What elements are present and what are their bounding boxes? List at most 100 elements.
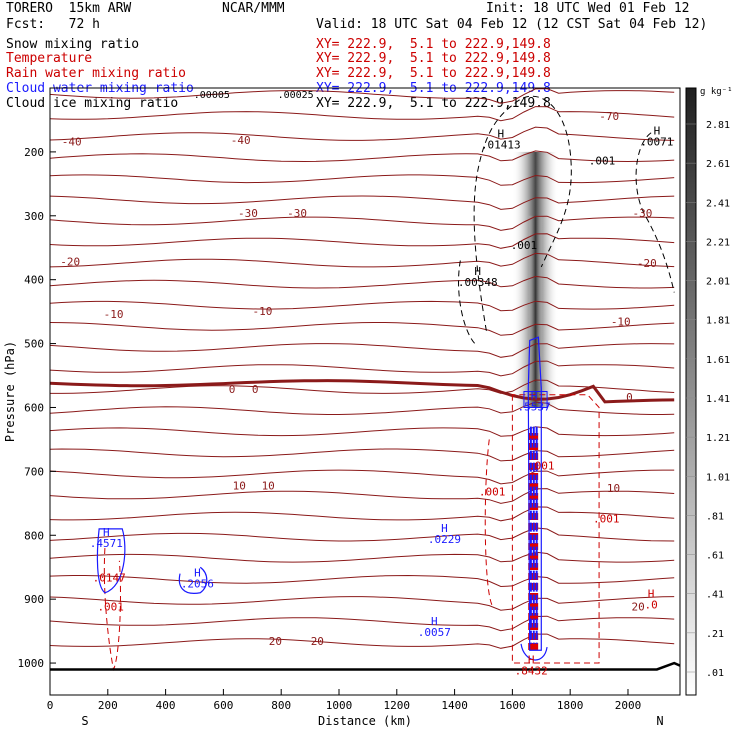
ground-line [50,661,681,671]
y-axis-label: Pressure (hPa) [3,341,17,442]
extremum-marker: H [531,390,538,403]
isotherm-line [50,469,675,485]
isotherm-value-label: -30 [287,207,307,220]
y-tick-label: 700 [24,465,44,478]
isotherm-line [50,488,675,504]
colorbar-ticks: g kg⁻¹ 2.81 2.61 2.41 2.21 2.01 1.81 1.61 1.41 1.… [686,87,733,679]
colorbar-units: g kg⁻¹ [700,87,733,97]
rain-contour-main [511,394,600,664]
isotherm-line [50,615,675,632]
extremum-marker: H [654,125,661,138]
extremum-marker: H [648,588,655,601]
isotherm-line [50,379,675,394]
model-label: TORERO 15km ARW [6,1,132,16]
isotherm-value-label: -10 [252,305,272,318]
colorbar-tick-label: 1.41 [706,394,730,405]
y-tick-label: 300 [24,210,44,223]
isotherm-value-label: -10 [104,308,124,321]
colorbar-tick-label: 1.81 [706,316,730,327]
cloud-water-top [523,391,548,408]
y-tick-label: 400 [24,274,44,287]
colorbar-tick-label: .81 [706,511,724,522]
south-label: S [81,714,88,728]
extremum-value: .001 [479,486,506,499]
extremum-value: .2056 [181,578,214,591]
isotherm-line [50,426,675,437]
extremum-value: .0147 [93,571,126,584]
extremum-value: .8432 [515,665,548,678]
isotherm-value-label: 20 [269,635,282,648]
isotherm-line [50,360,675,377]
extremum-value: .0229 [428,533,461,546]
isotherm-line [50,596,675,611]
x-tick-label: 800 [271,699,291,712]
field-label-temperature: Temperature [6,51,93,66]
isotherm-value-label: -20 [60,256,80,269]
isotherm-value-label: -20 [637,257,657,270]
freezing-isotherm [50,379,675,404]
x-tick-label: 0 [47,699,54,712]
isotherm-lines [50,88,675,649]
x-tick-label: 1400 [441,699,468,712]
isotherm-line [50,551,675,563]
cloud-water-mid [178,566,208,594]
isotherm-value-label: -40 [231,134,251,147]
isotherm-line [50,275,675,289]
y-tick-label: 500 [24,338,44,351]
isotherm-value-label: -10 [611,316,631,329]
isotherm-line [50,322,675,336]
forecast-hour-label: Fcst: 72 h [6,17,100,32]
isotherm-line [50,633,675,649]
y-tick-label: 800 [24,529,44,542]
colorbar-tick-label: .41 [706,590,724,601]
plot-frame [49,87,681,696]
north-label: N [656,714,663,728]
extremum-marker: H [431,615,438,628]
isotherm-value-label: 20 [631,601,644,614]
contour-labels: -70 -40 -40 -30 -30 -30 -20 -20 -10 -10 -10 0 0 0 10 10… [60,90,673,678]
extremum-value: .001 [593,512,620,525]
isotherm-value-label: -30 [632,207,652,220]
isotherm-line [50,106,675,122]
cloud-ice-contour-small [458,260,476,344]
extremum-marker: H [528,654,535,667]
terrain-line [50,661,681,671]
isotherm-line [50,233,675,249]
isotherm-line [50,401,675,415]
init-label: Init: 18 UTC Wed 01 Feb 12 [486,1,690,16]
cloud-water-column [527,336,542,651]
extremum-marker: H [474,265,481,278]
isotherm-value-label: 10 [607,482,620,495]
extremum-value: .00348 [458,276,498,289]
extremum-value: .0057 [418,626,451,639]
isotherm-line [50,195,675,210]
field-label-snow: Snow mixing ratio [6,37,140,52]
extremum-marker: H [194,567,201,580]
field-label-cloud-ice: Cloud ice mixing ratio [6,96,179,111]
colorbar-tick-label: 1.21 [706,433,730,444]
field-xs-rain: XY= 222.9, 5.1 to 222.9,149.8 [316,66,551,81]
extremum-value: .0 [644,599,657,612]
colorbar-tick-label: 2.01 [706,277,730,288]
cloud-ice-contour [473,95,572,331]
field-xs-snow: XY= 222.9, 5.1 to 222.9,149.8 [316,37,551,52]
y-tick-label: 900 [24,593,44,606]
isotherm-line [50,126,675,141]
isotherm-line [50,506,675,522]
y-tick-label: 600 [24,401,44,414]
extremum-marker: H [441,522,448,535]
colorbar-tick-label: 2.21 [706,237,730,248]
field-xs-temperature: XY= 222.9, 5.1 to 222.9,149.8 [316,51,551,66]
field-label-rain: Rain water mixing ratio [6,66,187,81]
x-tick-label: 600 [213,699,233,712]
extremum-value: .0071 [640,136,673,149]
isotherm-value-label: -70 [599,110,619,123]
isotherm-line [50,174,675,186]
isotherm-line [50,448,675,462]
valid-time-label: Valid: 18 UTC Sat 04 Feb 12 (12 CST Sat … [316,17,708,32]
hydrometeor-contours [96,95,675,672]
x-tick-label: 1200 [384,699,411,712]
isotherm-value-label: 0 [252,383,259,396]
x-tick-label: 1000 [326,699,353,712]
